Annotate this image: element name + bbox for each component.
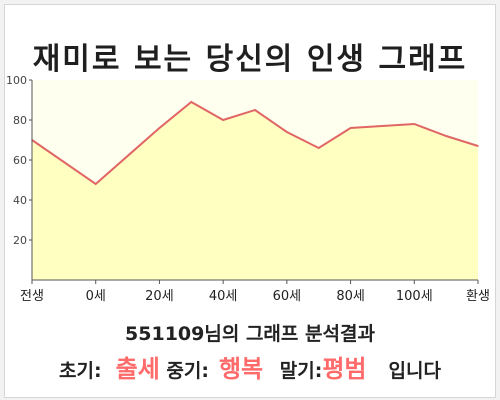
early-value: 출세	[115, 355, 160, 383]
user-id: 551109	[125, 323, 205, 345]
late-value: 평범	[322, 355, 367, 383]
y-tick-label: 40	[13, 194, 27, 207]
x-tick-label: 환생	[466, 289, 490, 304]
mid-label: 중기:	[166, 360, 209, 382]
y-tick-label: 100	[6, 74, 27, 87]
data-point	[254, 109, 256, 111]
mid-value: 행복	[218, 355, 264, 383]
x-tick-label: 0세	[86, 289, 106, 304]
data-point	[317, 147, 320, 149]
early-label: 초기:	[59, 360, 102, 382]
analysis-result: 초기: 출세 중기: 행복 말기:평범 입니다	[0, 349, 500, 384]
y-tick-label: 60	[13, 154, 27, 167]
x-tick-label: 40세	[209, 289, 238, 304]
data-point	[94, 183, 97, 185]
data-point	[190, 101, 193, 103]
x-tick-label: 100세	[396, 289, 433, 304]
x-tick-label: 80세	[336, 289, 365, 304]
data-point	[158, 127, 161, 129]
area-fill	[32, 102, 478, 280]
data-point	[413, 123, 416, 125]
data-point	[286, 131, 288, 133]
data-point	[381, 125, 384, 127]
ending-text: 입니다	[388, 360, 441, 382]
data-point	[349, 127, 352, 129]
x-tick-label: 전생	[20, 289, 44, 304]
late-label: 말기:	[279, 360, 323, 382]
analysis-summary: 551109님의 그래프 분석결과	[0, 319, 500, 346]
x-tick-label: 60세	[273, 289, 302, 304]
y-tick-label: 20	[13, 234, 27, 247]
data-point	[222, 119, 224, 121]
data-point	[477, 145, 479, 147]
x-tick-label: 20세	[145, 289, 174, 304]
y-tick-label: 80	[13, 114, 27, 127]
chart-title: 재미로 보는 당신의 인생 그래프	[32, 42, 468, 77]
data-point	[445, 135, 447, 137]
summary-text: 님의 그래프 분석결과	[204, 323, 375, 345]
